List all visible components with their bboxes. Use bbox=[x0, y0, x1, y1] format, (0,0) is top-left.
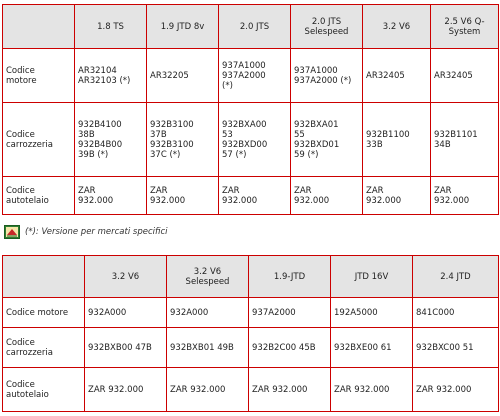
column-header: 2.5 V6 Q- System bbox=[430, 4, 499, 49]
table-cell: 937A2000 bbox=[248, 297, 331, 328]
table-cell: ZAR 932.000 bbox=[166, 367, 249, 412]
table-cell: 932A000 bbox=[84, 297, 167, 328]
column-header: 3.2 V6 bbox=[84, 255, 167, 298]
column-header: 1.9 JTD 8v bbox=[146, 4, 219, 49]
table-cell: ZAR 932.000 bbox=[412, 367, 499, 412]
table-cell: 932BXC00 51 bbox=[412, 327, 499, 368]
row-label: Codice motore bbox=[2, 48, 75, 103]
engine-codes-table-1: 1.8 TS 1.9 JTD 8v 2.0 JTS 2.0 JTS Selesp… bbox=[2, 4, 499, 215]
table-cell: 932BXA01 55 932BXD01 59 (*) bbox=[290, 102, 363, 177]
row-label: Codice autotelaio bbox=[2, 367, 85, 412]
table-cell: 937A1000 937A2000 (*) bbox=[218, 48, 291, 103]
table-row: Codice carrozzeria 932B4100 38B 932B4B00… bbox=[2, 102, 499, 177]
table-row: Codice motore AR32104 AR32103 (*) AR3220… bbox=[2, 48, 499, 103]
column-header: JTD 16V bbox=[330, 255, 413, 298]
table-corner bbox=[2, 255, 85, 298]
table-cell: 932B2C00 45B bbox=[248, 327, 331, 368]
column-header: 2.4 JTD bbox=[412, 255, 499, 298]
table-cell: AR32104 AR32103 (*) bbox=[74, 48, 147, 103]
column-header: 2.0 JTS bbox=[218, 4, 291, 49]
column-header: 1.8 TS bbox=[74, 4, 147, 49]
table-corner bbox=[2, 4, 75, 49]
table-cell: ZAR 932.000 bbox=[146, 176, 219, 215]
column-header: 2.0 JTS Selespeed bbox=[290, 4, 363, 49]
footnote-text: (*): Versione per mercati specifici bbox=[25, 227, 168, 237]
table-row: Codice autotelaio ZAR 932.000 ZAR 932.00… bbox=[2, 367, 499, 412]
table-cell: 932B3100 37B 932B3100 37C (*) bbox=[146, 102, 219, 177]
row-label: Codice carrozzeria bbox=[2, 102, 75, 177]
table-row: Codice autotelaio ZAR 932.000 ZAR 932.00… bbox=[2, 176, 499, 215]
table-cell: 932B1101 34B bbox=[430, 102, 499, 177]
table-cell: 932BXB00 47B bbox=[84, 327, 167, 368]
table-cell: ZAR 932.000 bbox=[430, 176, 499, 215]
table-row: Codice carrozzeria 932BXB00 47B 932BXB01… bbox=[2, 327, 499, 368]
column-header: 3.2 V6 Selespeed bbox=[166, 255, 249, 298]
table-cell: 932B4100 38B 932B4B00 39B (*) bbox=[74, 102, 147, 177]
table-cell: ZAR 932.000 bbox=[290, 176, 363, 215]
table-cell: 841C000 bbox=[412, 297, 499, 328]
table-row: Codice motore 932A000 932A000 937A2000 1… bbox=[2, 297, 499, 328]
table-cell: AR32405 bbox=[362, 48, 431, 103]
table-cell: 937A1000 937A2000 (*) bbox=[290, 48, 363, 103]
table-cell: ZAR 932.000 bbox=[74, 176, 147, 215]
table-cell: AR32405 bbox=[430, 48, 499, 103]
table-cell: ZAR 932.000 bbox=[218, 176, 291, 215]
table-cell: AR32205 bbox=[146, 48, 219, 103]
column-header: 1.9-JTD bbox=[248, 255, 331, 298]
row-label: Codice carrozzeria bbox=[2, 327, 85, 368]
table-cell: ZAR 932.000 bbox=[330, 367, 413, 412]
table-cell: 192A5000 bbox=[330, 297, 413, 328]
engine-codes-table-2: 3.2 V6 3.2 V6 Selespeed 1.9-JTD JTD 16V … bbox=[2, 255, 499, 412]
document-note-icon bbox=[4, 225, 20, 239]
table-cell: 932BXB01 49B bbox=[166, 327, 249, 368]
table-cell: ZAR 932.000 bbox=[248, 367, 331, 412]
table-cell: 932BXA00 53 932BXD00 57 (*) bbox=[218, 102, 291, 177]
column-header: 3.2 V6 bbox=[362, 4, 431, 49]
table-cell: ZAR 932.000 bbox=[84, 367, 167, 412]
row-label: Codice motore bbox=[2, 297, 85, 328]
table-cell: 932B1100 33B bbox=[362, 102, 431, 177]
row-label: Codice autotelaio bbox=[2, 176, 75, 215]
table-cell: 932A000 bbox=[166, 297, 249, 328]
footnote: (*): Versione per mercati specifici bbox=[4, 222, 168, 242]
table-cell: 932BXE00 61 bbox=[330, 327, 413, 368]
table-cell: ZAR 932.000 bbox=[362, 176, 431, 215]
